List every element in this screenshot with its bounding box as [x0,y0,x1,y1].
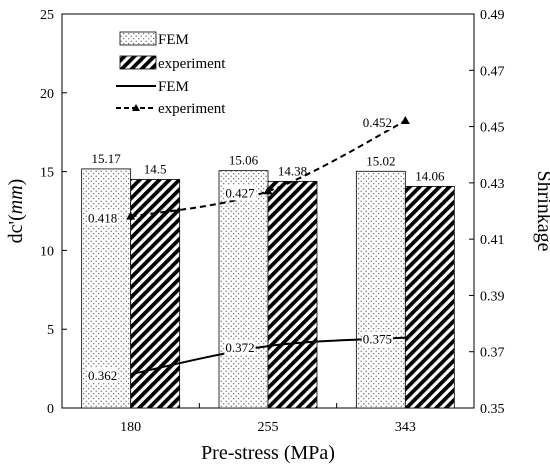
bar-fem [218,170,269,409]
y-right-tick-label: 0.39 [480,289,505,304]
y-left-tick-label: 20 [40,87,54,102]
y-right-tick-label: 0.45 [480,121,505,136]
legend-label-fem-line: FEM [158,79,189,95]
legend: FEM experiment FEM experiment [116,31,226,117]
y-right-tick-label: 0.37 [480,346,505,361]
bar-fem-value-label: 15.02 [366,153,395,168]
y-axis-left-title: dc'(mm) [5,179,27,244]
line-value-label-background [224,185,257,201]
bar-fem [81,168,132,409]
y-right-tick-label: 0.47 [480,64,505,79]
line-fem-value-label: 0.362 [88,368,117,383]
line-fem-value-label: 0.375 [363,332,392,347]
bar-fem-value-label: 15.17 [92,151,122,166]
bar-experiment [267,180,318,409]
legend-label-fem-bar: FEM [158,32,189,48]
y-left-tick-label: 15 [40,166,54,181]
y-right-tick-label: 0.35 [480,402,505,417]
bar-experiment-value-label: 14.38 [278,163,307,178]
x-axis-title: Pre-stress (MPa) [201,442,335,464]
y-left-tick-label: 0 [47,402,54,417]
line-experiment-value-label: 0.427 [225,185,255,200]
x-tick-label: 180 [120,420,141,435]
line-value-label-background [361,331,393,347]
line-experiment-point [126,211,136,220]
bar-fem-value-label: 15.06 [229,153,259,168]
x-tick-label: 255 [258,420,279,435]
line-experiment-point [263,186,273,195]
legend-label-experiment-line: experiment [158,101,226,117]
line-fem-value-label: 0.372 [225,340,254,355]
line-experiment [130,120,406,218]
line-experiment-value-label: 0.418 [88,211,117,226]
y-right-tick-label: 0.49 [480,8,505,23]
legend-swatch-fem-bar [119,31,157,46]
legend-marker-experiment-line [132,104,140,111]
x-tick-label: 343 [395,420,416,435]
legend-label-experiment-bar: experiment [158,56,226,72]
y-left-tick-label: 5 [47,323,54,338]
bar-experiment-value-label: 14.5 [144,161,167,176]
line-value-label-background [361,114,393,130]
y-right-tick-label: 0.41 [480,233,505,248]
line-value-label-background [87,210,119,226]
legend-swatch-experiment-bar [119,55,157,70]
y-left-tick-label: 25 [40,8,54,23]
line-experiment-point [400,115,410,124]
bar-experiment [130,179,181,409]
y-left-tick-label: 10 [40,244,54,259]
bar-experiment-value-label: 14.06 [415,168,445,183]
bar-fem [355,170,406,409]
bar-experiment [404,186,455,409]
y-axis-right-title: Shrinkage [533,170,550,251]
line-value-label-background [87,368,119,384]
line-value-label-background [224,340,256,356]
line-experiment-value-label: 0.452 [363,115,392,130]
y-right-tick-label: 0.43 [480,177,505,192]
